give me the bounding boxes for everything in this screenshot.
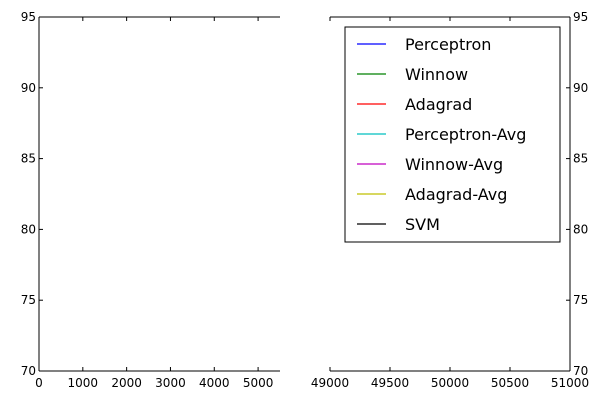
- legend-item: Adagrad-Avg: [357, 185, 507, 204]
- legend-item: Winnow-Avg: [357, 155, 503, 174]
- y-tick-label: 90: [21, 81, 36, 95]
- x-tick-label: 51000: [551, 376, 589, 390]
- y-tick-label: 90: [573, 81, 588, 95]
- legend-item: Winnow: [357, 65, 468, 84]
- y-tick-label: 85: [21, 152, 36, 166]
- legend-label: Perceptron-Avg: [405, 125, 526, 144]
- legend-item: SVM: [357, 215, 440, 234]
- y-tick-label: 80: [573, 222, 588, 236]
- legend-item: Perceptron: [357, 35, 491, 54]
- x-tick-label: 0: [35, 376, 43, 390]
- x-tick-label: 5000: [243, 376, 274, 390]
- right-axes: 49000 49500 50000 50500 51000 70 75 80 85 90 95: [311, 10, 589, 390]
- y-tick-label: 95: [573, 10, 588, 24]
- x-tick-label: 50000: [431, 376, 469, 390]
- y-tick-label: 95: [21, 10, 36, 24]
- legend-label: Winnow: [405, 65, 468, 84]
- legend: Perceptron Winnow Adagrad Perceptron-Avg Win…: [344, 26, 561, 243]
- x-tick-label: 3000: [155, 376, 186, 390]
- x-tick-label: 2000: [111, 376, 142, 390]
- left-axes: 0 1000 2000 3000 4000 5000 70 75 80 85 90 95: [21, 10, 280, 390]
- x-tick-label: 49500: [371, 376, 409, 390]
- y-tick-label: 70: [21, 364, 36, 378]
- legend-label: Adagrad-Avg: [405, 185, 507, 204]
- legend-label: Winnow-Avg: [405, 155, 503, 174]
- x-tick-label: 49000: [311, 376, 349, 390]
- x-tick-label: 50500: [491, 376, 529, 390]
- y-tick-label: 70: [573, 364, 588, 378]
- y-tick-label: 85: [573, 152, 588, 166]
- x-tick-label: 4000: [199, 376, 230, 390]
- y-tick-label: 75: [573, 293, 588, 307]
- y-tick-label: 75: [21, 293, 36, 307]
- legend-item: Adagrad: [357, 95, 472, 114]
- legend-label: SVM: [405, 215, 440, 234]
- legend-label: Adagrad: [405, 95, 472, 114]
- y-tick-label: 80: [21, 222, 36, 236]
- legend-label: Perceptron: [405, 35, 491, 54]
- legend-item: Perceptron-Avg: [357, 125, 526, 144]
- x-tick-label: 1000: [68, 376, 99, 390]
